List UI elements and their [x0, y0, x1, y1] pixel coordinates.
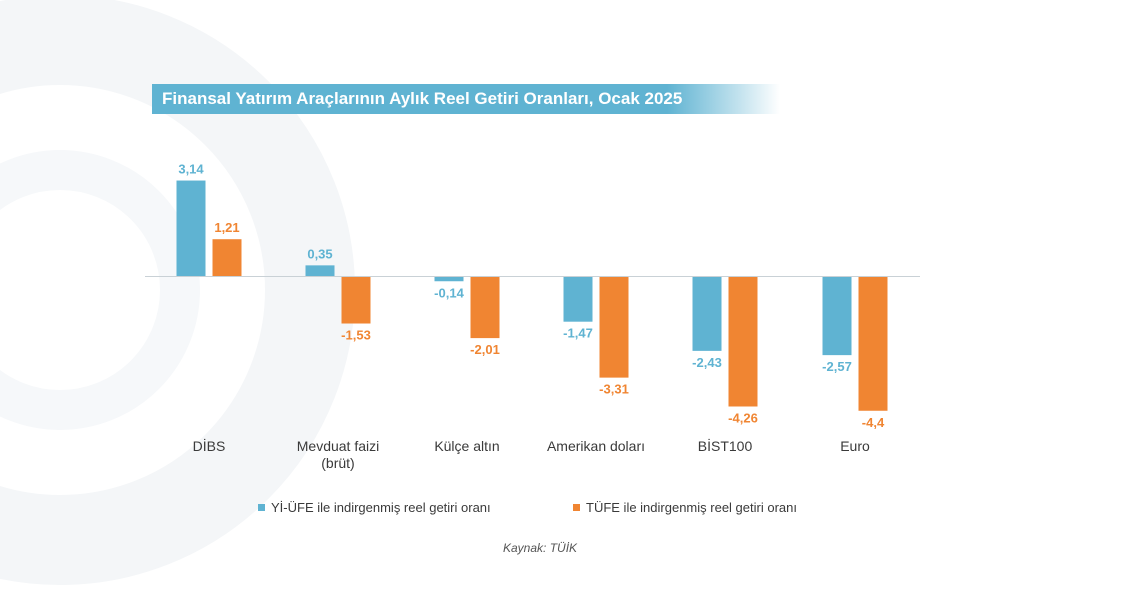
chart-title: Finansal Yatırım Araçlarının Aylık Reel … [162, 89, 683, 108]
legend-label-series-2: TÜFE ile indirgenmiş reel getiri oranı [586, 500, 797, 515]
data-label-series-2-2: -2,01 [470, 342, 500, 357]
data-label-series-1-1: 0,35 [307, 246, 332, 261]
bar-series-1-3 [563, 277, 593, 322]
bar-series-2-4 [728, 277, 758, 407]
category-label-3: Amerikan doları [547, 438, 645, 454]
bar-series-2-0 [212, 239, 242, 276]
data-label-series-2-3: -3,31 [599, 382, 629, 397]
bar-series-1-0 [176, 180, 206, 276]
category-label-4: BİST100 [698, 437, 753, 454]
bar-series-1-5 [822, 277, 852, 356]
data-label-series-1-0: 3,14 [178, 162, 204, 177]
data-label-series-1-2: -0,14 [434, 285, 464, 300]
chart-title-bar: Finansal Yatırım Araçlarının Aylık Reel … [152, 84, 780, 114]
data-label-series-2-5: -4,4 [862, 415, 885, 430]
bar-series-1-4 [692, 277, 722, 351]
data-label-series-2-4: -4,26 [728, 411, 758, 426]
category-label-2: Külçe altın [434, 438, 499, 454]
data-label-series-1-4: -2,43 [692, 355, 722, 370]
data-label-series-2-0: 1,21 [214, 220, 239, 235]
bar-series-2-2 [470, 277, 500, 339]
legend-swatch-series-2 [573, 504, 580, 511]
bar-series-2-1 [341, 277, 371, 324]
source-note: Kaynak: TÜİK [503, 541, 578, 555]
legend-swatch-series-1 [258, 504, 265, 511]
bar-series-1-1 [305, 265, 335, 276]
category-label-5: Euro [840, 438, 870, 454]
bar-series-2-3 [599, 277, 629, 378]
category-label-1-line-0: Mevduat faizi [297, 438, 379, 454]
data-label-series-1-5: -2,57 [822, 359, 852, 374]
bar-series-1-2 [434, 277, 464, 282]
data-label-series-2-1: -1,53 [341, 328, 371, 343]
bar-series-2-5 [858, 277, 888, 411]
legend-item-series-1: Yİ-ÜFE ile indirgenmiş reel getiri oranı [258, 500, 491, 515]
category-label-0: DİBS [193, 437, 226, 454]
legend-label-series-1: Yİ-ÜFE ile indirgenmiş reel getiri oranı [271, 500, 491, 515]
category-label-1-line-1: (brüt) [321, 455, 354, 471]
data-label-series-1-3: -1,47 [563, 326, 593, 341]
legend-item-series-2: TÜFE ile indirgenmiş reel getiri oranı [573, 500, 797, 515]
